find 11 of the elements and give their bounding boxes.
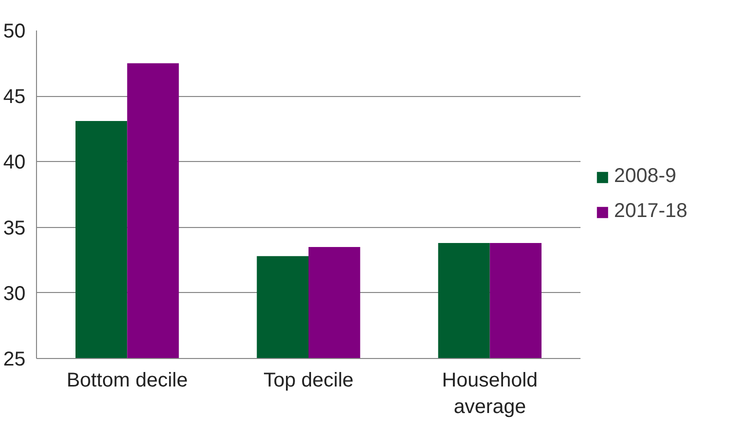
y-tick-label: 50 [3, 20, 26, 42]
legend-label: 2017-18 [614, 200, 688, 223]
y-tick-label: 45 [3, 86, 26, 108]
legend-label: 2008-9 [614, 165, 676, 188]
y-tick-label: 30 [3, 282, 26, 305]
y-tick-label: 25 [3, 348, 26, 370]
y-tick-label: 40 [3, 152, 26, 174]
x-tick-label: Bottom decile [66, 370, 188, 392]
y-tick-label: 35 [3, 217, 26, 240]
x-tick-label: Household average [442, 370, 538, 418]
x-tick-label: Top decile [263, 370, 354, 392]
